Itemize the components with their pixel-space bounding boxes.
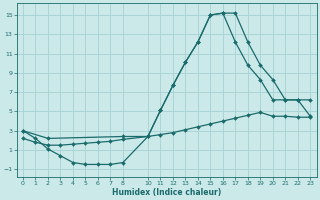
X-axis label: Humidex (Indice chaleur): Humidex (Indice chaleur) <box>112 188 221 197</box>
